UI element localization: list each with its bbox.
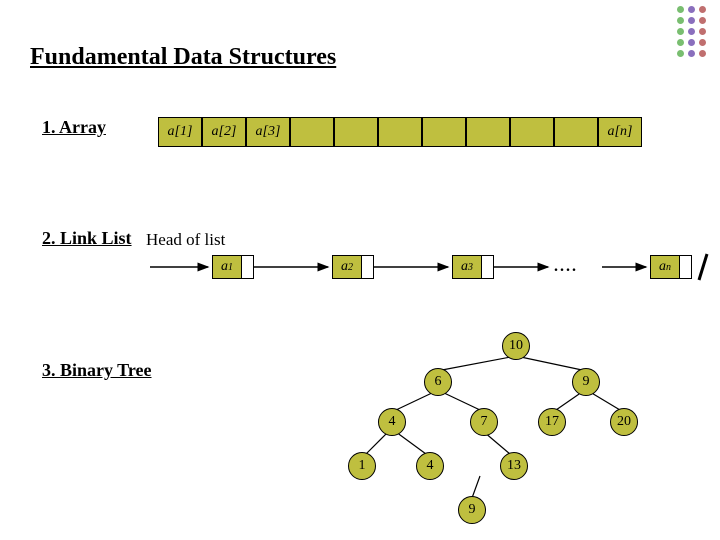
linklist-node: a1 [212, 255, 254, 279]
tree-node: 9 [458, 496, 486, 524]
linklist-node-pointer [680, 255, 692, 279]
tree-node: 9 [572, 368, 600, 396]
tree-node: 10 [502, 332, 530, 360]
linklist-node-value: a2 [332, 255, 362, 279]
linklist-node-pointer [362, 255, 374, 279]
linklist-node-value: a1 [212, 255, 242, 279]
tree-node: 4 [378, 408, 406, 436]
tree-node: 13 [500, 452, 528, 480]
linklist-node-pointer [482, 255, 494, 279]
tree-node: 1 [348, 452, 376, 480]
linklist-node-pointer [242, 255, 254, 279]
tree-node: 20 [610, 408, 638, 436]
tree-node: 7 [470, 408, 498, 436]
tree-node: 4 [416, 452, 444, 480]
linklist-node: an [650, 255, 692, 279]
linklist-node-value: a3 [452, 255, 482, 279]
linklist-node-value: an [650, 255, 680, 279]
linklist-node: a2 [332, 255, 374, 279]
linklist-node: a3 [452, 255, 494, 279]
tree-node: 17 [538, 408, 566, 436]
tree-node: 6 [424, 368, 452, 396]
